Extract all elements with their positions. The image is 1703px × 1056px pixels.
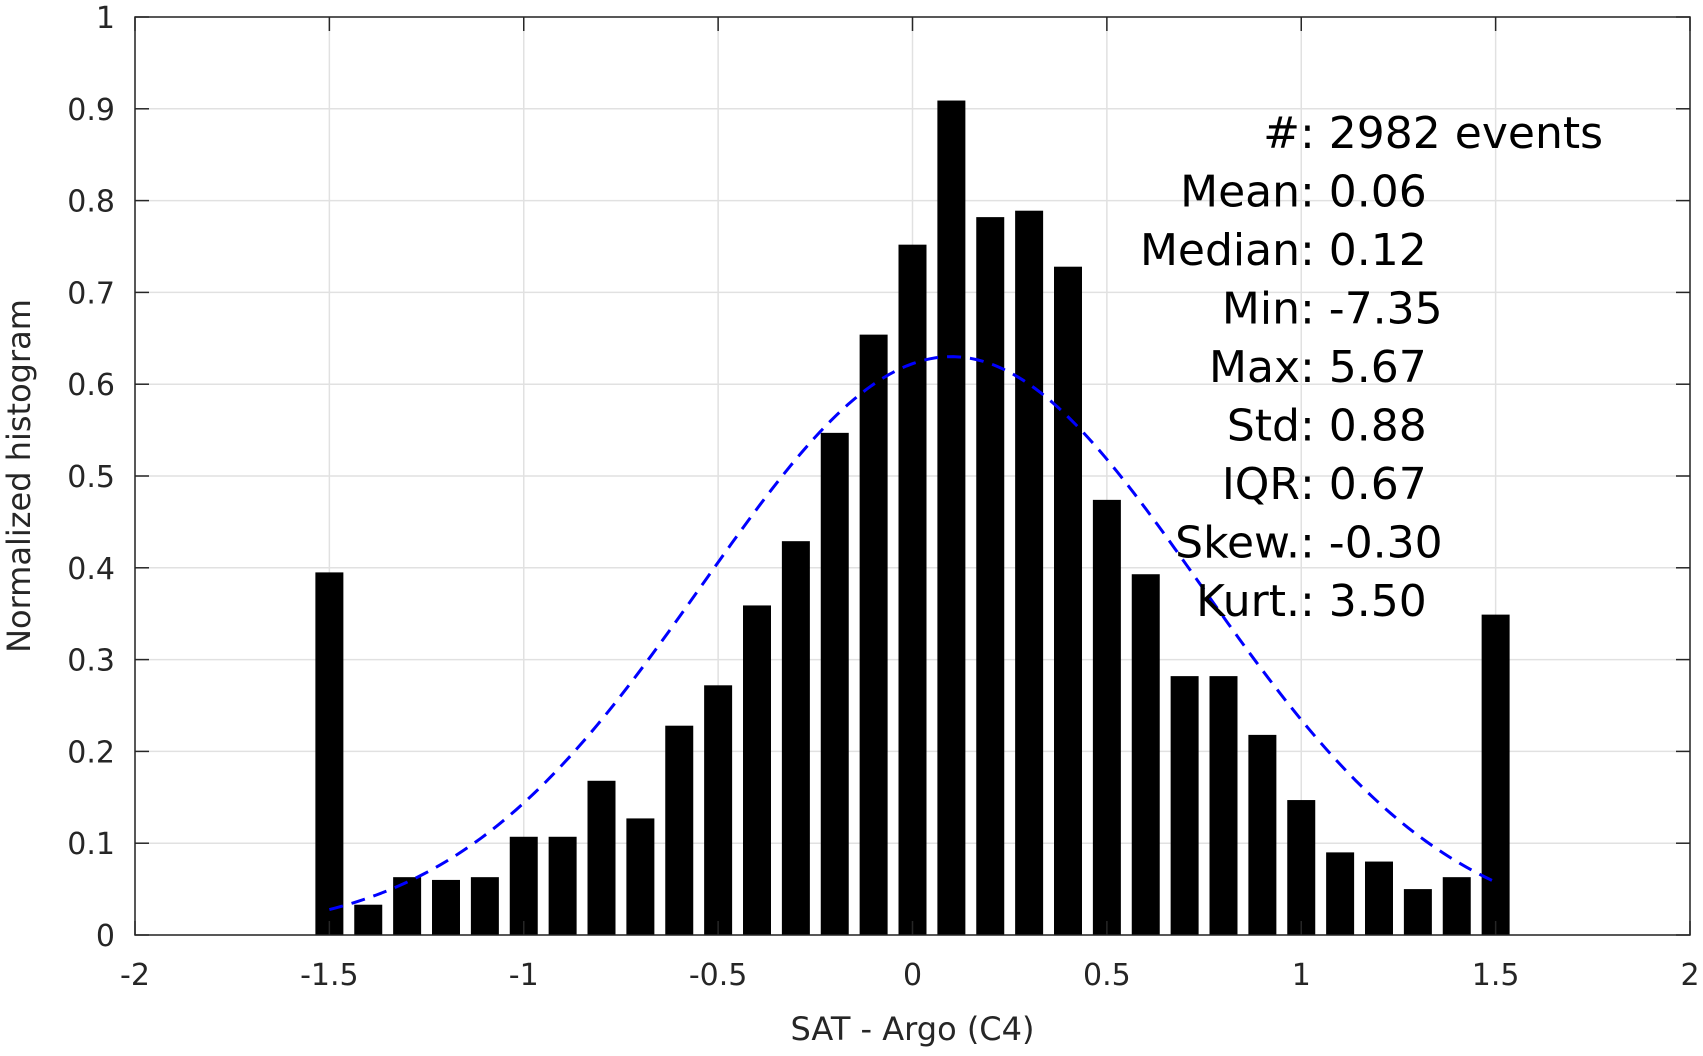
x-tick-label: -1 [509,958,539,993]
y-axis-label: Normalized histogram [0,299,38,653]
histogram-bar [626,818,655,935]
stat-label: Max [1209,342,1300,393]
stat-label: Mean [1180,167,1300,218]
stat-label: Std [1227,401,1300,452]
histogram-bar [1403,889,1432,935]
stat-label: # [1263,108,1300,159]
histogram-bar [1248,734,1277,935]
stat-label: Min [1222,284,1300,335]
x-axis-label: SAT - Argo (C4) [791,1010,1035,1048]
y-tick-label: 1 [96,1,115,36]
y-tick-label: 0.7 [67,276,115,311]
histogram-bar [743,605,771,935]
histogram-bar [354,904,383,935]
histogram-bar [1092,499,1121,935]
histogram-bar [1170,676,1199,935]
x-tick-label: -1.5 [300,958,359,993]
histogram-bar [548,836,577,935]
x-tick-label: -0.5 [689,958,748,993]
y-axis-ticks: 0 0.1 0.2 0.3 0.4 0.5 0.6 0.7 0.8 0.9 1 [67,1,1690,954]
histogram-bar [1015,210,1044,935]
stat-value: : 0.88 [1300,401,1427,452]
normal-fit-curve [328,355,1497,912]
histogram-bar [1365,861,1393,935]
x-tick-label: 0.5 [1083,958,1131,993]
histogram-bar [704,685,733,935]
histogram-bar [315,572,344,935]
y-tick-label: 0.2 [67,735,115,770]
histogram-bar [1209,676,1238,935]
stat-value: : 0.12 [1300,225,1427,276]
stat-value: : 5.67 [1300,342,1427,393]
histogram-bar [1287,800,1316,935]
x-tick-label: 1 [1292,958,1311,993]
y-tick-label: 0.8 [67,185,115,220]
stat-label: IQR [1222,459,1300,510]
y-tick-label: 0.4 [67,552,115,587]
x-tick-label: -2 [120,958,150,993]
y-tick-label: 0.6 [67,368,115,403]
histogram-bar [898,244,927,935]
stat-value: : 3.50 [1300,576,1427,627]
histogram-bars [315,100,1510,935]
stat-value: : 0.06 [1300,167,1427,218]
histogram-bar [470,877,499,935]
histogram-bar [587,780,616,935]
histogram-bar [1131,574,1160,935]
histogram-bar [976,217,1005,935]
stat-value: : -0.30 [1300,518,1443,569]
histogram-bar [432,879,460,935]
stat-value: : 0.67 [1300,459,1427,510]
y-tick-label: 0.5 [67,460,115,495]
histogram-bar [509,836,538,935]
stat-label: Kurt. [1196,576,1300,627]
histogram-bar [937,100,966,935]
histogram-bar [1442,877,1471,935]
y-tick-label: 0 [96,919,115,954]
stat-value: : -7.35 [1300,284,1443,335]
histogram-bar [859,334,888,935]
stat-label: Median [1140,225,1300,276]
x-tick-label: 0 [903,958,922,993]
histogram-bar [1481,614,1510,935]
stat-value: : 2982 events [1300,108,1603,159]
x-axis-ticks: -2 -1.5 -1 -0.5 0 0.5 1 1.5 2 [120,17,1700,993]
histogram-bar [1054,266,1082,935]
histogram-bar [665,725,694,935]
stat-label: Skew. [1175,518,1300,569]
histogram-bar [781,541,810,935]
y-tick-label: 0.9 [67,93,115,128]
histogram-bar [1326,852,1355,935]
histogram-bar [820,432,849,935]
x-tick-label: 1.5 [1472,958,1520,993]
x-tick-label: 2 [1680,958,1699,993]
y-tick-label: 0.3 [67,644,115,679]
y-tick-label: 0.1 [67,827,115,862]
